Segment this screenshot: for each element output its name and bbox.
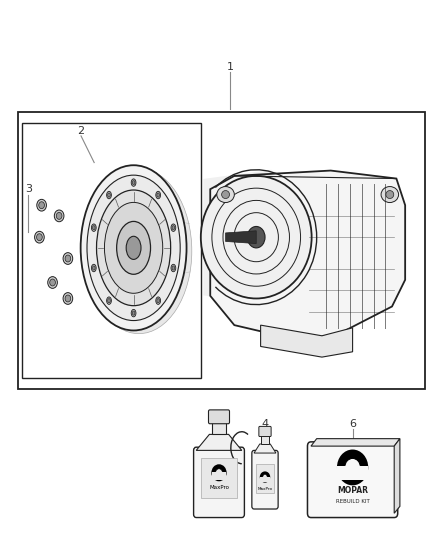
Text: 5: 5 <box>218 419 225 429</box>
Ellipse shape <box>172 225 175 230</box>
Bar <box>261 434 269 444</box>
Text: MOPAR: MOPAR <box>337 486 368 495</box>
Ellipse shape <box>48 277 57 288</box>
Ellipse shape <box>172 266 175 270</box>
Polygon shape <box>196 434 242 450</box>
Ellipse shape <box>222 191 230 199</box>
Text: 3: 3 <box>25 184 32 194</box>
Ellipse shape <box>201 176 311 298</box>
Text: 6: 6 <box>349 419 356 429</box>
Text: 4: 4 <box>261 419 268 429</box>
Ellipse shape <box>156 191 161 199</box>
Bar <box>260 477 270 482</box>
Ellipse shape <box>131 179 136 187</box>
Polygon shape <box>203 169 271 305</box>
Ellipse shape <box>87 175 180 320</box>
Ellipse shape <box>132 181 135 184</box>
Ellipse shape <box>81 165 187 330</box>
Ellipse shape <box>261 472 269 482</box>
Bar <box>256 464 274 493</box>
Polygon shape <box>210 171 405 338</box>
Polygon shape <box>394 439 400 513</box>
Ellipse shape <box>117 221 151 274</box>
Ellipse shape <box>217 187 234 203</box>
FancyBboxPatch shape <box>259 426 271 437</box>
Bar <box>22 123 201 378</box>
Ellipse shape <box>106 297 111 304</box>
Bar <box>212 421 226 434</box>
Ellipse shape <box>92 225 95 230</box>
FancyBboxPatch shape <box>208 410 230 424</box>
Bar <box>201 458 237 498</box>
Ellipse shape <box>247 227 265 248</box>
Ellipse shape <box>92 224 96 231</box>
Bar <box>212 472 226 480</box>
Ellipse shape <box>381 187 399 203</box>
Ellipse shape <box>63 293 73 304</box>
Ellipse shape <box>92 266 95 270</box>
Text: MaxPro: MaxPro <box>209 485 229 490</box>
Ellipse shape <box>171 264 176 272</box>
Polygon shape <box>226 231 256 244</box>
Ellipse shape <box>131 309 136 317</box>
Polygon shape <box>311 439 400 446</box>
Ellipse shape <box>108 298 110 303</box>
Polygon shape <box>261 325 353 357</box>
Ellipse shape <box>63 253 73 264</box>
Ellipse shape <box>36 233 42 241</box>
Ellipse shape <box>132 311 135 315</box>
Ellipse shape <box>386 191 394 199</box>
Ellipse shape <box>65 255 71 262</box>
Ellipse shape <box>37 199 46 211</box>
Polygon shape <box>254 444 276 453</box>
Bar <box>18 112 425 389</box>
Ellipse shape <box>105 203 162 293</box>
Ellipse shape <box>215 469 223 477</box>
Ellipse shape <box>54 210 64 222</box>
Text: REBUILD KIT: REBUILD KIT <box>336 498 370 504</box>
Ellipse shape <box>39 201 45 208</box>
Text: MaxPro: MaxPro <box>258 487 272 491</box>
FancyBboxPatch shape <box>194 447 244 518</box>
Ellipse shape <box>108 193 110 197</box>
Ellipse shape <box>65 295 71 302</box>
Ellipse shape <box>126 236 141 260</box>
Ellipse shape <box>171 224 176 231</box>
Ellipse shape <box>157 298 159 303</box>
Text: 1: 1 <box>226 62 233 71</box>
FancyBboxPatch shape <box>252 450 278 509</box>
Ellipse shape <box>96 190 171 305</box>
Ellipse shape <box>56 213 62 220</box>
Ellipse shape <box>92 264 96 272</box>
Ellipse shape <box>212 465 226 480</box>
Ellipse shape <box>86 168 192 334</box>
Ellipse shape <box>35 231 44 243</box>
Ellipse shape <box>157 193 159 197</box>
Ellipse shape <box>49 279 55 286</box>
Ellipse shape <box>263 474 267 480</box>
Ellipse shape <box>106 191 111 199</box>
Text: 2: 2 <box>78 126 85 135</box>
Ellipse shape <box>345 458 360 477</box>
Ellipse shape <box>83 167 189 332</box>
Bar <box>337 466 368 480</box>
FancyBboxPatch shape <box>307 442 398 518</box>
Ellipse shape <box>156 297 161 304</box>
Ellipse shape <box>338 451 367 484</box>
